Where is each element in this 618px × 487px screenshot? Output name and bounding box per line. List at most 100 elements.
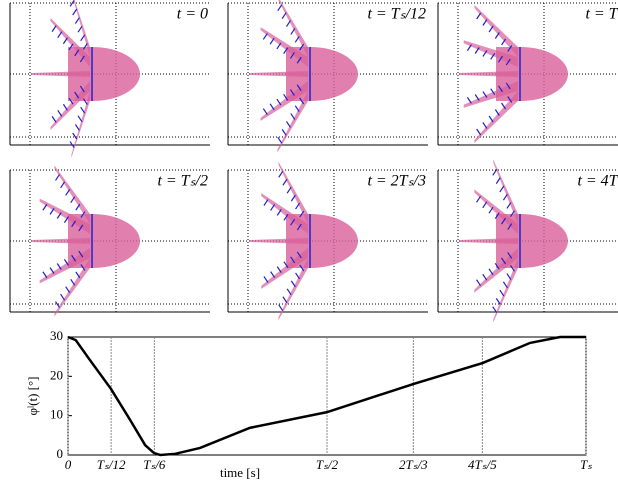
force-arrow [279, 171, 283, 177]
force-arrow [263, 109, 267, 115]
force-arrow [75, 18, 79, 24]
x-tick-label: Tₛ [580, 457, 592, 472]
panel: t = Tₛ/6 [438, 3, 618, 145]
force-arrow [483, 274, 487, 280]
force-arrow [477, 129, 481, 135]
fin [460, 238, 518, 244]
figure: t = 0 t = Tₛ/12 t = Tₛ/6 t = Tₛ/2 t = 2Tₛ/3 t… [0, 0, 618, 487]
force-arrow [477, 280, 481, 286]
force-arrow [287, 289, 291, 295]
x-tick-label: Tₛ/2 [316, 457, 339, 472]
panel-title: t = 4Tₛ/5 [577, 173, 618, 190]
force-arrow [283, 179, 287, 185]
y-tick-label: 20 [50, 367, 63, 382]
fin [460, 71, 518, 77]
force-arrow [291, 281, 295, 287]
force-arrow [500, 186, 504, 192]
y-tick-label: 10 [50, 407, 63, 422]
force-arrow [296, 273, 300, 279]
x-tick-label: 4Tₛ/5 [468, 457, 497, 472]
force-arrow [43, 204, 47, 210]
force-arrow [483, 202, 487, 208]
x-tick-label: 2Tₛ/3 [399, 457, 428, 472]
force-arrow [271, 204, 275, 210]
force-arrow [283, 297, 287, 303]
panel-title: t = Tₛ/2 [157, 173, 208, 190]
force-arrow [81, 107, 85, 113]
panel: t = 0 [10, 0, 210, 158]
force-arrow [81, 35, 85, 41]
y-tick-label: 30 [50, 328, 63, 343]
force-arrow [43, 272, 47, 278]
force-arrow [71, 197, 75, 203]
robot-head [520, 47, 568, 101]
force-arrow [295, 106, 299, 112]
force-arrow [489, 116, 493, 122]
y-axis-label: φˡ(t) [°] [25, 376, 40, 415]
force-arrow [52, 116, 56, 122]
force-arrow [477, 196, 481, 202]
panel: t = 2Tₛ/3 [228, 162, 428, 320]
robot-head [92, 47, 140, 101]
force-arrow [291, 114, 295, 120]
force-arrow [58, 32, 62, 38]
force-arrow [271, 272, 275, 278]
panel: t = Tₛ/2 [10, 165, 210, 316]
force-arrow [483, 123, 487, 129]
robot-head [310, 47, 358, 101]
force-arrow [56, 174, 60, 180]
force-arrow [61, 182, 65, 188]
force-arrow [477, 13, 481, 19]
force-arrow [73, 9, 77, 15]
force-arrow [500, 290, 504, 296]
panel: t = 4Tₛ/5 [438, 160, 618, 323]
force-arrow [503, 282, 507, 288]
force-arrow [278, 137, 282, 143]
force-arrow [58, 110, 62, 116]
force-arrow [73, 133, 77, 139]
robot-head [520, 214, 568, 268]
x-tick-label: Tₛ/6 [143, 457, 166, 472]
force-arrow [66, 189, 70, 195]
force-arrow [56, 302, 60, 308]
force-arrow [52, 26, 56, 32]
robot-head [310, 214, 358, 268]
force-arrow [61, 294, 65, 300]
force-arrow [296, 203, 300, 209]
x-tick-label: Tₛ/12 [97, 457, 126, 472]
force-arrow [489, 26, 493, 32]
fin [32, 71, 90, 77]
y-tick-label: 0 [57, 446, 64, 461]
fin [250, 238, 308, 244]
force-arrow [63, 38, 67, 44]
force-arrow [264, 200, 268, 206]
force-arrow [295, 36, 299, 42]
force-arrow [287, 187, 291, 193]
force-arrow [282, 129, 286, 135]
force-arrow [282, 13, 286, 19]
force-arrow [496, 178, 500, 184]
force-arrow [291, 28, 295, 34]
panel-title: t = 0 [177, 6, 208, 23]
fin [261, 193, 308, 234]
fin [261, 248, 308, 289]
force-arrow [503, 194, 507, 200]
fin [250, 71, 308, 77]
force-arrow [493, 169, 497, 175]
panel-title: t = 2Tₛ/3 [367, 173, 426, 190]
fin [32, 238, 90, 244]
panel-title: t = Tₛ/6 [585, 6, 618, 23]
force-arrow [286, 21, 290, 27]
x-axis-label: time [s] [220, 465, 260, 480]
force-arrow [63, 104, 67, 110]
force-arrow [278, 5, 282, 11]
force-arrow [66, 287, 70, 293]
force-arrow [279, 305, 283, 311]
force-arrow [71, 279, 75, 285]
force-arrow [78, 116, 82, 122]
panel-title: t = Tₛ/12 [367, 6, 426, 23]
robot-head [92, 214, 140, 268]
force-arrow [264, 276, 268, 282]
force-arrow [263, 33, 267, 39]
force-arrow [286, 121, 290, 127]
